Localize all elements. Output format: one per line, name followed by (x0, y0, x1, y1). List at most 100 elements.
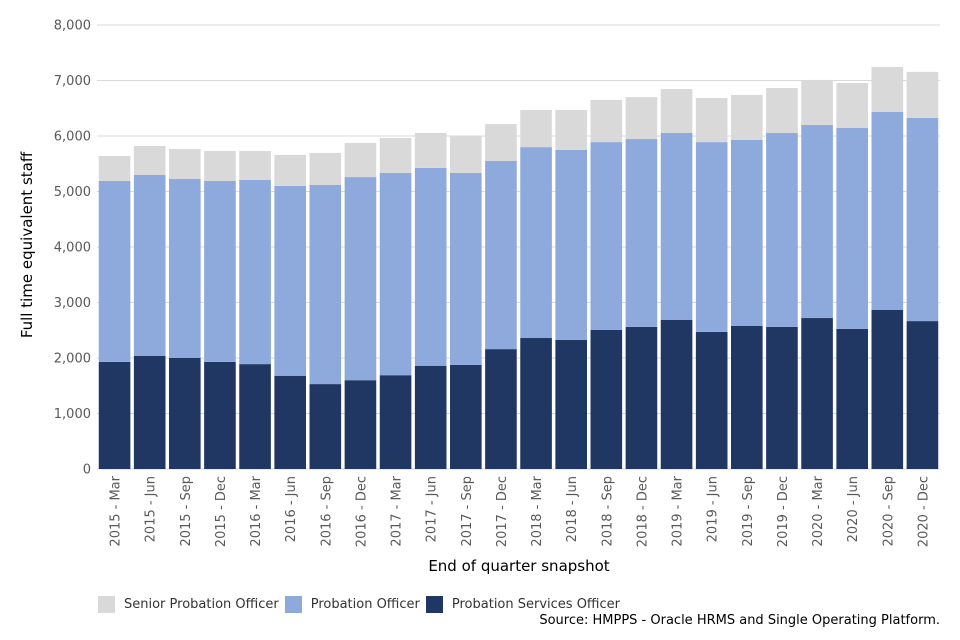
bar-senior-probation-officer (695, 97, 728, 143)
x-tick-label: 2017 - Jun (425, 476, 440, 542)
x-tick-label: 2017 - Sep (460, 476, 475, 547)
x-tick-label: 2016 - Mar (249, 475, 264, 546)
bar-probation-officer (520, 147, 552, 339)
legend-item: Senior Probation Officer (98, 596, 279, 613)
y-tick-label: 6,000 (54, 130, 91, 145)
bar-senior-probation-officer (485, 124, 517, 161)
bar-probation-officer (871, 111, 904, 310)
bar-senior-probation-officer (133, 145, 166, 175)
y-tick-label: 0 (83, 463, 91, 478)
legend-item: Probation Services Officer (425, 596, 620, 613)
bar-probation-services-officer (133, 355, 166, 469)
legend-label: Senior Probation Officer (124, 597, 279, 612)
x-tick-label: 2020 - Dec (916, 476, 931, 547)
bar-probation-services-officer (414, 365, 447, 469)
bar-senior-probation-officer (344, 142, 377, 178)
x-tick-label: 2019 - Dec (776, 476, 791, 547)
bar-senior-probation-officer (379, 137, 412, 173)
bar-probation-officer (133, 174, 166, 356)
bars (98, 66, 939, 469)
legend-label: Probation Officer (310, 597, 420, 612)
bar-senior-probation-officer (836, 82, 868, 128)
x-tick-label: 2017 - Mar (390, 475, 405, 546)
legend-swatch (98, 596, 115, 613)
bar-probation-officer (695, 142, 728, 332)
bar-senior-probation-officer (590, 99, 623, 143)
legend-swatch (425, 596, 443, 613)
x-tick-label: 2019 - Mar (671, 475, 686, 546)
y-tick-label: 1,000 (54, 407, 91, 422)
bar-probation-services-officer (766, 326, 798, 469)
x-tick-label: 2020 - Sep (881, 476, 896, 547)
bar-probation-services-officer (695, 331, 728, 469)
bar-probation-services-officer (836, 328, 868, 469)
bar-probation-services-officer (204, 361, 236, 469)
bar-probation-officer (766, 132, 798, 327)
bar-probation-services-officer (450, 364, 482, 469)
y-tick-label: 7,000 (54, 74, 91, 89)
bar-probation-officer (555, 149, 587, 340)
bar-probation-services-officer (520, 338, 552, 469)
bar-senior-probation-officer (906, 71, 939, 118)
x-tick-label: 2020 - Mar (811, 475, 826, 546)
bar-probation-officer (204, 180, 236, 362)
source-note: Source: HMPPS - Oracle HRMS and Single O… (539, 613, 940, 628)
bar-senior-probation-officer (766, 87, 798, 133)
bar-probation-services-officer (906, 321, 939, 469)
bar-senior-probation-officer (520, 109, 552, 148)
x-tick-label: 2015 - Sep (179, 476, 194, 547)
bar-probation-officer (836, 127, 868, 329)
bar-probation-services-officer (239, 364, 271, 469)
x-tick-label: 2015 - Mar (109, 475, 124, 546)
gridlines (97, 24, 940, 470)
bar-probation-services-officer (871, 309, 904, 469)
legend: Senior Probation Officer Probation Office… (98, 596, 626, 613)
x-tick-label: 2017 - Dec (495, 476, 510, 547)
x-tick-label: 2020 - Jun (846, 476, 861, 542)
bar-probation-services-officer (98, 361, 131, 469)
x-tick-label: 2016 - Dec (354, 476, 369, 547)
bar-probation-services-officer (731, 325, 763, 469)
x-axis-ticks: 2015 - Mar 2015 - Jun 2015 - Sep 2015 - Dec… (109, 475, 932, 547)
y-tick-label: 2,000 (54, 352, 91, 367)
x-tick-label: 2018 - Sep (600, 476, 615, 547)
bar-probation-officer (660, 132, 693, 320)
y-tick-label: 3,000 (54, 296, 91, 311)
bar-senior-probation-officer (239, 150, 271, 180)
y-tick-label: 5,000 (54, 185, 91, 200)
x-tick-label: 2018 - Mar (530, 475, 545, 546)
y-axis-title: Full time equivalent staff (18, 151, 36, 338)
bar-probation-officer (625, 139, 658, 327)
bar-senior-probation-officer (731, 94, 763, 140)
x-axis-title: End of quarter snapshot (428, 557, 609, 575)
x-tick-label: 2018 - Dec (635, 476, 650, 547)
bar-probation-officer (414, 167, 447, 366)
y-tick-label: 8,000 (54, 19, 91, 34)
bar-probation-officer (731, 139, 763, 326)
bar-probation-officer (801, 124, 833, 319)
bar-senior-probation-officer (414, 132, 447, 168)
bar-probation-officer (344, 177, 377, 381)
bar-probation-services-officer (485, 349, 517, 469)
bar-probation-officer (274, 185, 306, 376)
bar-probation-services-officer (379, 375, 412, 469)
bar-senior-probation-officer (98, 155, 131, 181)
x-tick-label: 2015 - Dec (214, 476, 229, 547)
bar-probation-services-officer (169, 358, 201, 469)
bar-senior-probation-officer (801, 79, 833, 125)
bar-probation-services-officer (274, 375, 306, 469)
bar-senior-probation-officer (274, 154, 306, 186)
bar-probation-services-officer (660, 319, 693, 469)
bar-probation-officer (485, 160, 517, 350)
bar-probation-officer (450, 172, 482, 365)
legend-swatch (284, 596, 302, 613)
bar-probation-services-officer (555, 339, 587, 469)
x-tick-label: 2019 - Jun (706, 476, 721, 542)
bar-probation-services-officer (590, 329, 623, 469)
bar-probation-services-officer (344, 380, 377, 469)
y-tick-label: 4,000 (54, 241, 91, 256)
bar-probation-officer (309, 184, 342, 385)
bar-senior-probation-officer (169, 149, 201, 180)
bar-probation-officer (239, 179, 271, 365)
bar-probation-officer (590, 142, 623, 330)
